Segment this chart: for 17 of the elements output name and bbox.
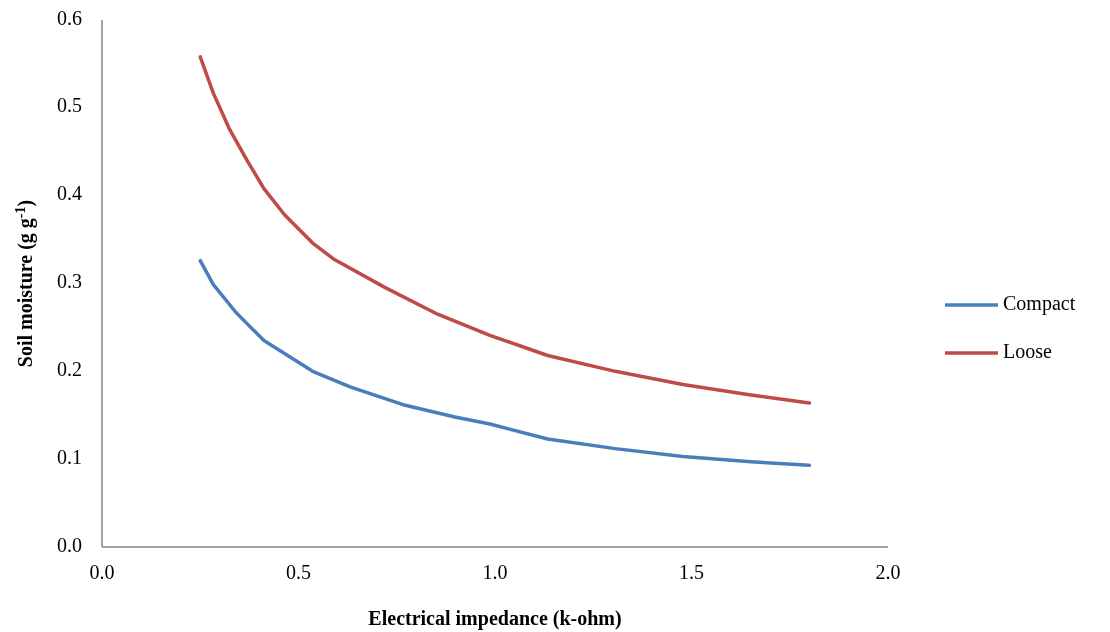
x-tick-label: 0.5 [286, 561, 311, 583]
x-tick-label: 1.0 [482, 561, 508, 583]
y-tick-label: 0.6 [57, 6, 82, 29]
x-axis-title: Electrical impedance (k-ohm) [368, 607, 622, 630]
y-tick-label: 0.0 [57, 533, 82, 556]
line-series [198, 55, 812, 405]
y-tick-label: 0.1 [57, 445, 82, 468]
x-tick-label: 2.0 [875, 561, 901, 583]
legend-label: Compact [1003, 291, 1076, 315]
line-series [198, 258, 812, 468]
legend-label: Loose [1003, 339, 1052, 362]
y-tick-label: 0.2 [57, 357, 82, 380]
y-tick-label: 0.3 [57, 270, 82, 293]
y-tick-label: 0.5 [57, 94, 82, 117]
x-tick-label: 1.5 [679, 561, 704, 583]
x-tick-label: 0.0 [89, 561, 115, 583]
y-tick-label: 0.4 [57, 182, 82, 205]
